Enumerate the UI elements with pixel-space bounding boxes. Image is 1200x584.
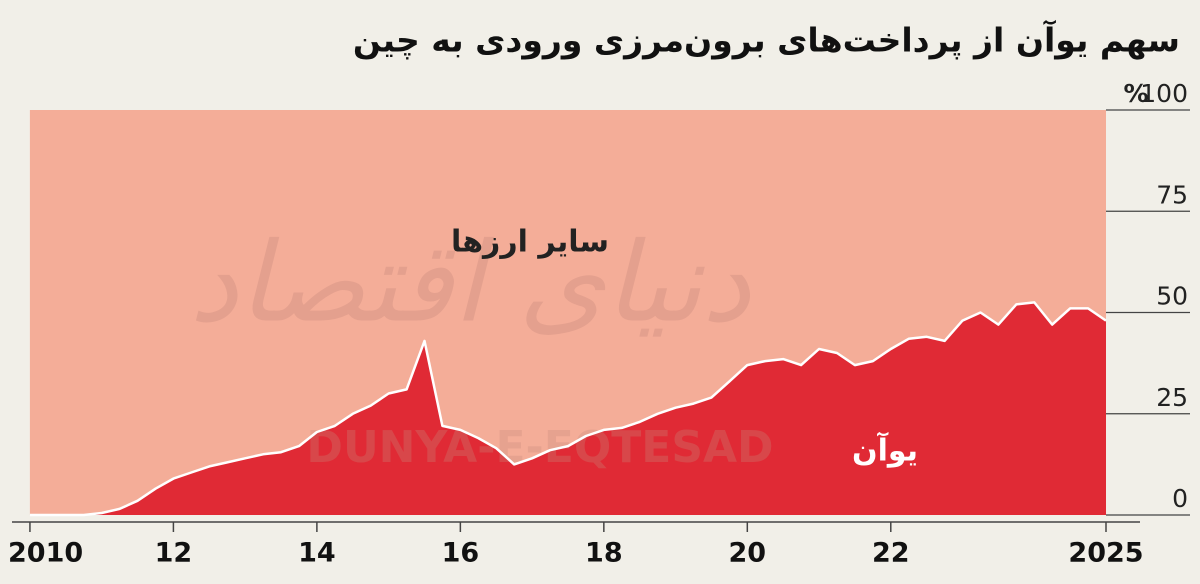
series-label: سایر ارزها — [451, 225, 609, 260]
y-tick-label: 0 — [1172, 484, 1188, 513]
area — [29, 302, 1106, 515]
x-tick-label: 18 — [585, 538, 623, 569]
chart-title: سهم یوآن از پرداخت‌های برون‌مرزی ورودی ب… — [353, 20, 1180, 61]
watermark: دنیای اقتصاد — [189, 218, 752, 346]
x-tick-label: 2010 — [8, 538, 83, 569]
area — [29, 110, 1106, 515]
x-tick-label: 22 — [872, 538, 910, 569]
unit-label: % — [1123, 79, 1148, 108]
y-tick-label: 75 — [1156, 180, 1188, 209]
x-tick-label: 16 — [442, 538, 480, 569]
x-tick-label: 12 — [155, 538, 193, 569]
watermark: DUNYA-E-EQTESAD — [306, 422, 773, 473]
x-tick-label: 14 — [298, 538, 336, 569]
series-label: یوآن — [852, 432, 918, 469]
x-tick-label: 2025 — [1068, 538, 1143, 569]
series-line — [29, 301, 1107, 517]
y-tick-label: 25 — [1156, 383, 1188, 412]
x-tick-label: 20 — [729, 538, 767, 569]
y-tick-label: 100 — [1140, 79, 1188, 108]
y-tick-label: 50 — [1156, 282, 1188, 311]
